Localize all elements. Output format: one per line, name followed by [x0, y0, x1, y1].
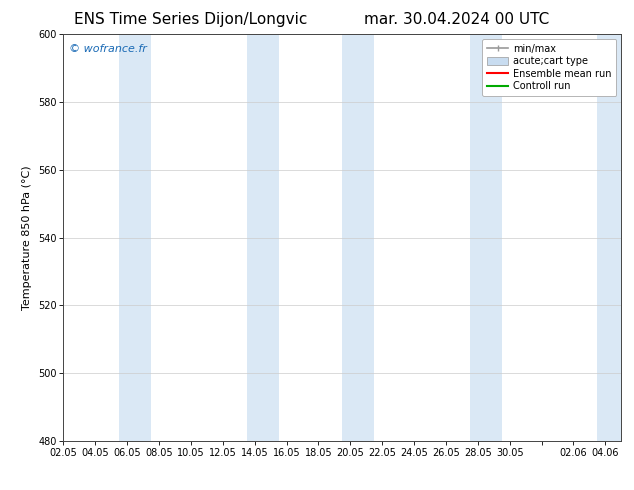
- Bar: [342, 34, 374, 441]
- Bar: [597, 34, 630, 441]
- Bar: [470, 34, 501, 441]
- Text: mar. 30.04.2024 00 UTC: mar. 30.04.2024 00 UTC: [364, 12, 549, 27]
- Bar: [247, 34, 278, 441]
- Bar: [119, 34, 151, 441]
- Text: © wofrance.fr: © wofrance.fr: [69, 45, 147, 54]
- Y-axis label: Temperature 850 hPa (°C): Temperature 850 hPa (°C): [22, 165, 32, 310]
- Legend: min/max, acute;cart type, Ensemble mean run, Controll run: min/max, acute;cart type, Ensemble mean …: [482, 39, 616, 96]
- Text: ENS Time Series Dijon/Longvic: ENS Time Series Dijon/Longvic: [74, 12, 307, 27]
